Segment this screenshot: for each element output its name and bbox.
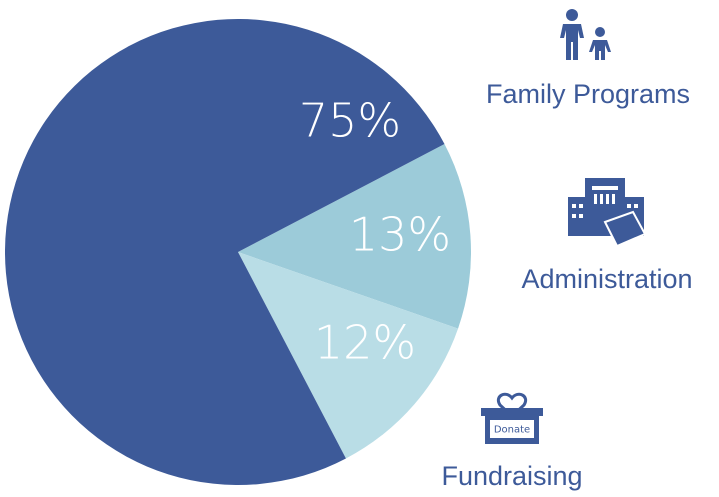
- pie-slice: [5, 18, 445, 485]
- family-icon: [560, 9, 611, 60]
- building-icon: [568, 178, 647, 248]
- value-label: 12%: [314, 316, 416, 370]
- donate-icon: Donate: [481, 392, 543, 444]
- pie-slice: [238, 144, 471, 329]
- pie-slice: [238, 252, 459, 459]
- pie: [5, 18, 471, 485]
- legend-label: Family Programs: [486, 79, 690, 109]
- value-label: 75%: [299, 94, 401, 148]
- legend-label: Administration: [521, 264, 692, 294]
- legend-label: Fundraising: [441, 461, 582, 491]
- icon-text: Donate: [494, 425, 530, 436]
- value-label: 13%: [349, 208, 451, 262]
